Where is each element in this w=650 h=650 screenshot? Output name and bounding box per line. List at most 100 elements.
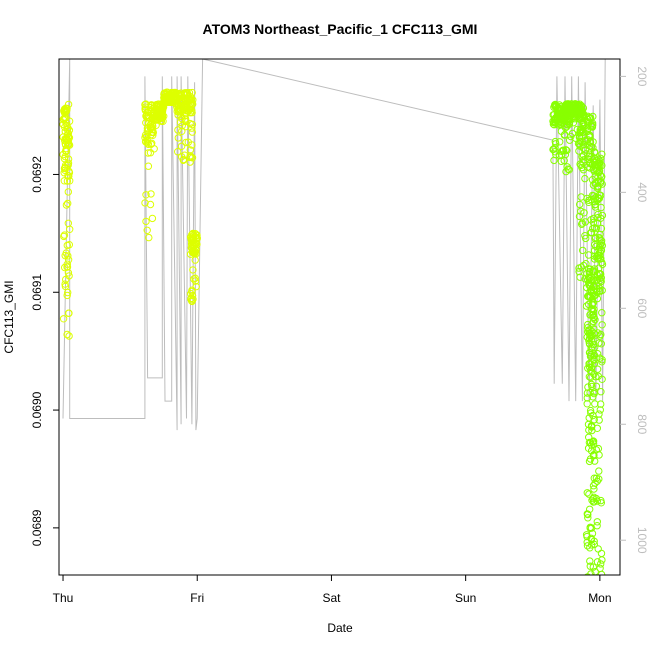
data-point	[575, 264, 583, 272]
data-point	[63, 263, 72, 271]
data-point	[158, 113, 167, 121]
data-point	[152, 121, 160, 130]
data-point	[65, 141, 74, 149]
data-point	[589, 452, 598, 460]
data-point	[597, 400, 605, 408]
data-point	[584, 510, 592, 519]
data-point	[157, 105, 166, 113]
data-point	[586, 562, 594, 570]
data-point	[596, 564, 604, 572]
data-point	[595, 264, 603, 272]
data-point	[592, 583, 598, 589]
data-point	[595, 287, 604, 295]
data-point	[145, 233, 153, 242]
data-point	[576, 129, 584, 137]
data-point	[590, 474, 598, 482]
data-point	[147, 190, 155, 198]
data-point	[586, 138, 594, 146]
data-point	[597, 499, 605, 507]
data-point	[581, 136, 589, 145]
data-point	[63, 177, 72, 185]
data-point	[586, 628, 592, 634]
data-point	[550, 121, 558, 129]
data-point	[596, 214, 605, 223]
data-point	[596, 251, 604, 260]
data-point	[577, 207, 585, 216]
data-point	[182, 117, 190, 125]
data-point	[60, 164, 69, 173]
data-point	[597, 560, 605, 568]
data-point	[590, 360, 599, 368]
data-point	[575, 267, 583, 276]
data-point	[592, 180, 600, 188]
data-point	[587, 447, 596, 455]
y-right-tick-label: 400	[635, 182, 649, 202]
data-point	[583, 542, 592, 550]
y-tick-label: 0.0690	[30, 391, 44, 428]
data-point	[180, 94, 188, 102]
data-point	[59, 315, 68, 323]
data-point	[578, 163, 586, 172]
data-point	[186, 146, 195, 154]
data-point	[583, 532, 591, 541]
data-point	[592, 578, 598, 584]
data-point	[589, 112, 597, 121]
data-point	[61, 280, 69, 288]
data-point	[60, 177, 69, 185]
data-point	[188, 128, 197, 136]
data-point	[588, 622, 594, 628]
data-point	[178, 127, 186, 136]
data-point	[583, 118, 592, 126]
data-point	[592, 494, 601, 503]
data-point	[590, 351, 599, 359]
data-point	[563, 146, 571, 155]
data-point	[558, 151, 566, 159]
data-point	[556, 138, 564, 146]
data-point	[594, 614, 600, 620]
data-point	[591, 158, 599, 166]
y-tick-label: 0.0691	[30, 274, 44, 311]
data-point	[65, 332, 73, 340]
data-point	[61, 251, 69, 260]
data-point	[585, 360, 594, 368]
data-point	[66, 177, 74, 185]
data-point	[62, 201, 71, 209]
data-point	[188, 286, 196, 294]
y-right-tick-label: 1000	[635, 527, 649, 554]
data-point	[584, 273, 593, 281]
data-point	[141, 199, 149, 207]
data-point	[174, 126, 182, 134]
data-point	[571, 100, 579, 108]
data-point	[61, 140, 70, 148]
x-axis-label: Date	[327, 621, 353, 635]
data-point	[593, 365, 602, 373]
data-point	[581, 174, 589, 183]
data-point	[594, 182, 602, 190]
x-tick-label: Sun	[455, 591, 476, 605]
data-point	[591, 617, 597, 623]
data-point	[189, 295, 197, 303]
data-point	[562, 108, 570, 116]
y-right-tick-label: 200	[635, 66, 649, 86]
data-point	[597, 172, 606, 181]
data-point	[583, 194, 591, 203]
data-point	[591, 316, 599, 324]
data-point	[149, 128, 158, 137]
data-point	[59, 115, 67, 123]
data-point	[598, 358, 606, 366]
data-point	[561, 150, 570, 159]
data-point	[569, 119, 578, 127]
data-point	[599, 635, 605, 641]
data-point	[65, 126, 74, 135]
data-point	[597, 619, 603, 625]
data-point	[587, 570, 595, 575]
data-point	[598, 309, 606, 317]
data-point	[188, 120, 197, 129]
plot-frame	[58, 58, 621, 576]
data-point	[565, 107, 573, 116]
x-tick-label: Mon	[588, 591, 611, 605]
data-point	[586, 363, 594, 371]
data-point	[60, 136, 69, 145]
data-point	[589, 214, 598, 223]
data-point	[64, 199, 72, 208]
